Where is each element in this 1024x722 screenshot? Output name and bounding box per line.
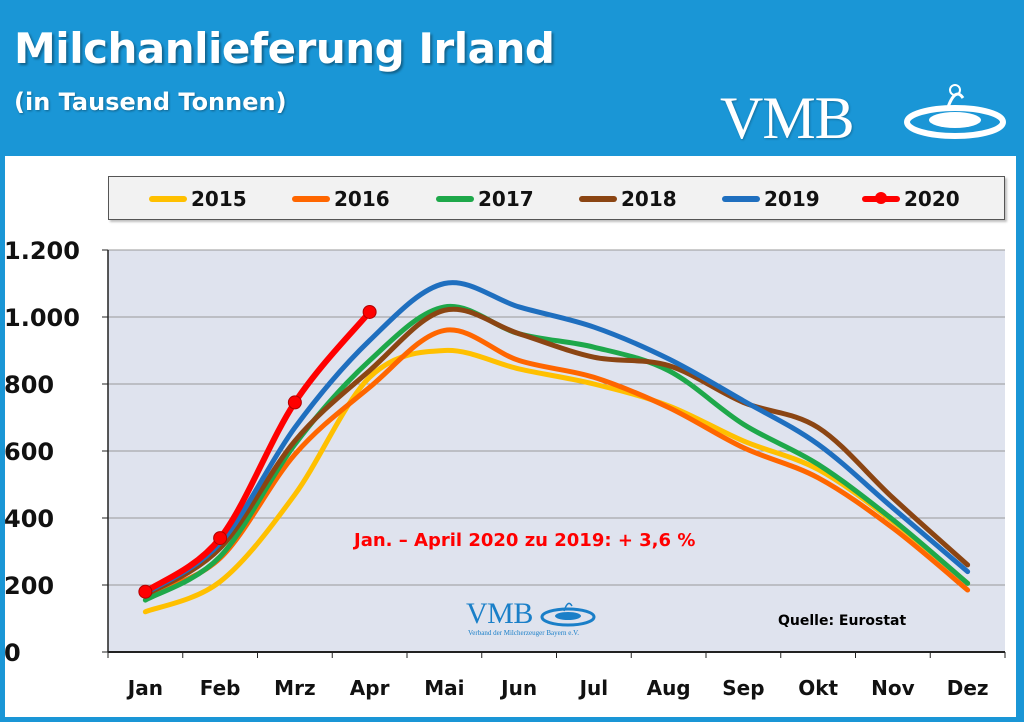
legend-marker	[875, 192, 887, 204]
data-point-2020	[213, 531, 228, 546]
logo-text: VMB	[720, 85, 855, 151]
chart-annotation: Jan. – April 2020 zu 2019: + 3,6 %	[354, 530, 696, 551]
x-tick-label: Dez	[947, 676, 989, 700]
legend-swatch	[579, 196, 617, 202]
data-point-2020	[287, 395, 302, 410]
y-tick-label: 1.000	[4, 304, 80, 332]
cow-swirl-icon	[904, 84, 1006, 139]
x-tick-label: Jul	[578, 676, 609, 700]
vmb-logo: VMB	[720, 78, 1010, 151]
y-tick-label: 600	[4, 438, 54, 466]
x-tick-label: Jun	[499, 676, 537, 700]
series-line-2020	[142, 308, 373, 595]
mini-vmb-logo: VMB Verband der Milcherzeuger Bayern e.V…	[466, 597, 606, 641]
y-tick-label: 800	[4, 371, 54, 399]
mini-swirl-icon	[540, 602, 596, 627]
x-tick-label: Jan	[126, 676, 163, 700]
header: Milchanlieferung Irland (in Tausend Tonn…	[0, 0, 1024, 151]
y-tick-label: 400	[4, 505, 54, 533]
y-tick-label: 0	[4, 639, 21, 667]
mini-logo-text: VMB	[466, 597, 533, 630]
mini-logo-subtitle: Verband der Milcherzeuger Bayern e.V.	[468, 629, 580, 637]
x-tick-label: Mai	[424, 676, 464, 700]
legend-swatch	[436, 196, 474, 202]
data-point-2020	[138, 584, 153, 599]
x-tick-label: Apr	[350, 676, 390, 700]
source-label: Quelle: Eurostat	[778, 613, 907, 629]
x-tick-label: Okt	[798, 676, 838, 700]
legend-label: 2017	[478, 187, 534, 211]
legend-swatch	[292, 196, 330, 202]
legend-label: 2020	[904, 187, 960, 211]
series-line-2016	[142, 327, 971, 598]
series-line-2019	[142, 280, 971, 596]
x-tick-label: Aug	[647, 676, 691, 700]
legend-label: 2015	[191, 187, 247, 211]
x-tick-label: Nov	[871, 676, 915, 700]
x-tick-label: Sep	[722, 676, 764, 700]
page-title: Milchanlieferung Irland	[14, 24, 555, 73]
y-tick-label: 200	[4, 572, 54, 600]
x-tick-label: Feb	[200, 676, 241, 700]
chart-legend: 2015 2016 2017 2018 2019 2020	[108, 176, 1005, 220]
x-tick-label: Mrz	[274, 676, 315, 700]
legend-label: 2016	[334, 187, 390, 211]
series-line-2018	[142, 306, 971, 598]
y-tick-label: 1.200	[4, 237, 80, 265]
legend-swatch	[722, 196, 760, 202]
legend-label: 2018	[621, 187, 677, 211]
page-subtitle: (in Tausend Tonnen)	[14, 88, 287, 116]
legend-swatch	[149, 196, 187, 202]
legend-label: 2019	[764, 187, 820, 211]
data-point-2020	[362, 304, 377, 319]
series-line-2015	[142, 347, 971, 615]
